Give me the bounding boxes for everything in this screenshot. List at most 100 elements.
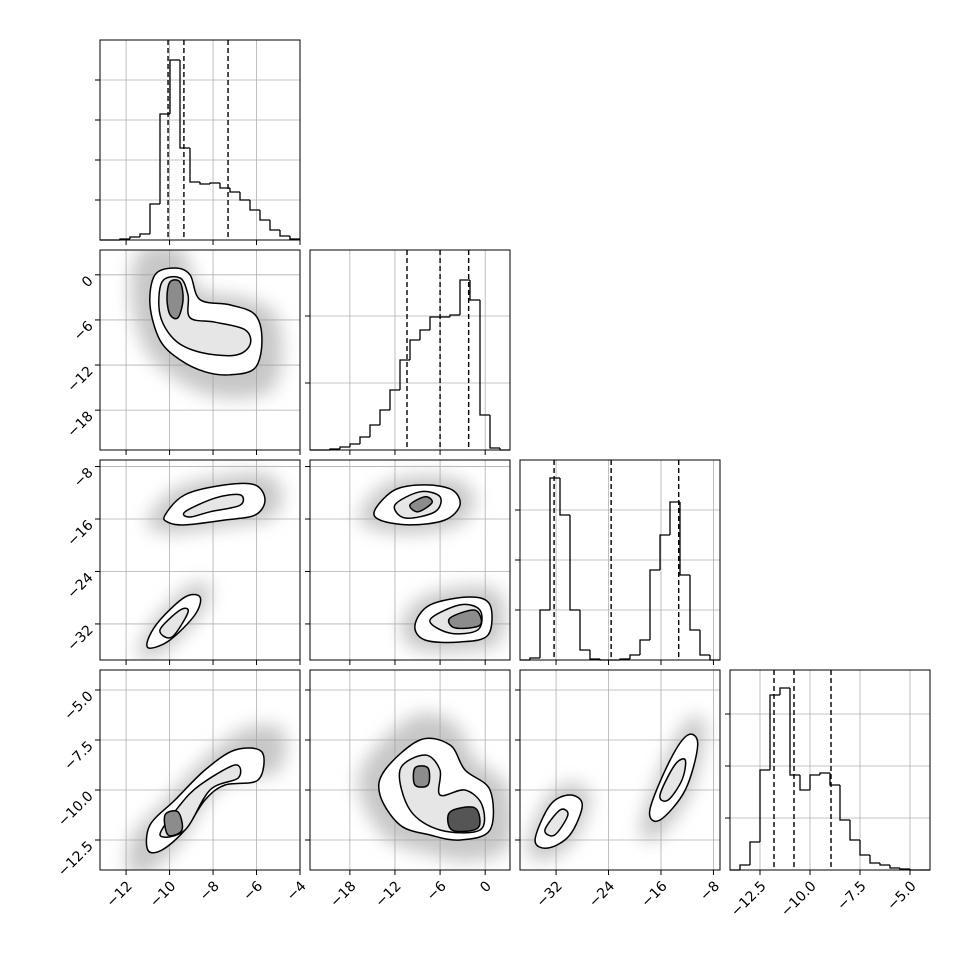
- panel-frame: [519, 459, 721, 661]
- hist-step: [359, 436, 370, 444]
- hist-step: [689, 575, 700, 631]
- hist-step: [809, 774, 820, 790]
- hist-step: [649, 569, 660, 640]
- y-tick-label: −5.0: [61, 688, 96, 723]
- hist-step: [189, 148, 200, 183]
- hist-step: [559, 478, 570, 516]
- hist-step: [379, 409, 390, 425]
- x-tick-label: −7.5: [834, 878, 869, 913]
- hist-step: [759, 769, 770, 842]
- joint-panel: [358, 475, 506, 652]
- hist-step: [149, 203, 160, 234]
- joint-panel: [526, 715, 706, 861]
- hist-step: [459, 279, 470, 315]
- x-tick-label: 0: [477, 878, 495, 896]
- hist-step: [429, 316, 440, 330]
- hist-step: [159, 113, 170, 204]
- hist-step: [399, 359, 410, 390]
- x-tick-label: −8: [197, 878, 223, 904]
- panel-frame: [519, 669, 721, 871]
- hist-step: [839, 785, 850, 821]
- hist-step: [859, 840, 870, 856]
- contour: [409, 495, 433, 513]
- y-tick-label: −12.5: [55, 838, 97, 880]
- hist-step: [849, 820, 860, 841]
- joint-panel: [130, 250, 283, 399]
- hist-step: [489, 415, 500, 449]
- y-tick-label: −32: [64, 622, 96, 654]
- hist-step: [219, 183, 230, 189]
- panel-frame: [99, 249, 301, 451]
- x-tick-label: −5.0: [884, 878, 919, 913]
- x-tick-label: −6: [240, 878, 266, 904]
- hist-step: [869, 855, 880, 864]
- joint-panel: [127, 724, 287, 870]
- hist-step: [259, 210, 270, 221]
- contour: [412, 765, 431, 788]
- hist-step: [289, 236, 300, 240]
- hist-step: [769, 694, 780, 770]
- hist-step: [419, 329, 430, 340]
- hist-step: [739, 864, 750, 870]
- hist-step: [269, 220, 280, 231]
- hist-step: [569, 515, 580, 611]
- hist-step: [239, 192, 250, 201]
- hist-step: [589, 650, 600, 660]
- x-tick-label: −16: [638, 878, 670, 910]
- hist-step: [639, 639, 650, 655]
- contour: [544, 808, 569, 837]
- panel-frame: [309, 249, 511, 451]
- panel-frame: [309, 459, 511, 661]
- contour: [182, 493, 245, 518]
- y-tick-label: 0: [79, 273, 97, 291]
- contour: [659, 758, 687, 802]
- hist-step: [369, 424, 380, 437]
- joint-panel: [358, 713, 510, 861]
- x-tick-label: −6: [424, 878, 450, 904]
- x-tick-label: −32: [534, 878, 566, 910]
- hist-step: [749, 841, 760, 865]
- hist-step: [549, 477, 560, 610]
- hist-step: [799, 775, 810, 791]
- x-tick-label: −10.0: [778, 878, 820, 920]
- panel-frame: [99, 669, 301, 871]
- contour: [163, 810, 184, 837]
- x-tick-label: −12.5: [728, 878, 770, 920]
- y-tick-label: −7.5: [61, 738, 96, 773]
- y-tick-label: −18: [64, 408, 96, 440]
- hist-step: [279, 230, 290, 237]
- contour: [446, 806, 481, 833]
- x-tick-label: −24: [586, 878, 618, 910]
- hist-step: [169, 59, 180, 114]
- hist-step: [699, 630, 710, 656]
- hist-step: [899, 868, 910, 870]
- hist-step: [209, 182, 220, 184]
- hist-step: [199, 182, 210, 185]
- hist-step: [659, 534, 670, 570]
- contour: [159, 607, 190, 639]
- hist-step: [679, 502, 690, 576]
- hist-step: [229, 188, 240, 193]
- hist-step: [449, 314, 460, 317]
- x-tick-label: −10: [147, 878, 179, 910]
- y-tick-label: −12: [64, 363, 96, 395]
- hist-step: [629, 654, 640, 659]
- hist-step: [479, 300, 490, 416]
- hist-step: [789, 688, 800, 776]
- hist-step: [579, 610, 590, 651]
- hist-step: [819, 772, 830, 775]
- x-tick-label: −12: [372, 878, 404, 910]
- contour: [166, 279, 184, 320]
- x-tick-label: −12: [104, 878, 136, 910]
- y-tick-label: −24: [64, 570, 96, 602]
- sample-cloud: [127, 724, 287, 870]
- x-tick-label: −8: [697, 878, 723, 904]
- hist-step: [529, 657, 540, 660]
- hist-step: [539, 609, 550, 658]
- x-tick-label: −18: [327, 878, 359, 910]
- contour: [447, 609, 483, 630]
- panel-frame: [309, 669, 511, 871]
- hist-step: [669, 501, 680, 535]
- panel-frame: [729, 669, 931, 871]
